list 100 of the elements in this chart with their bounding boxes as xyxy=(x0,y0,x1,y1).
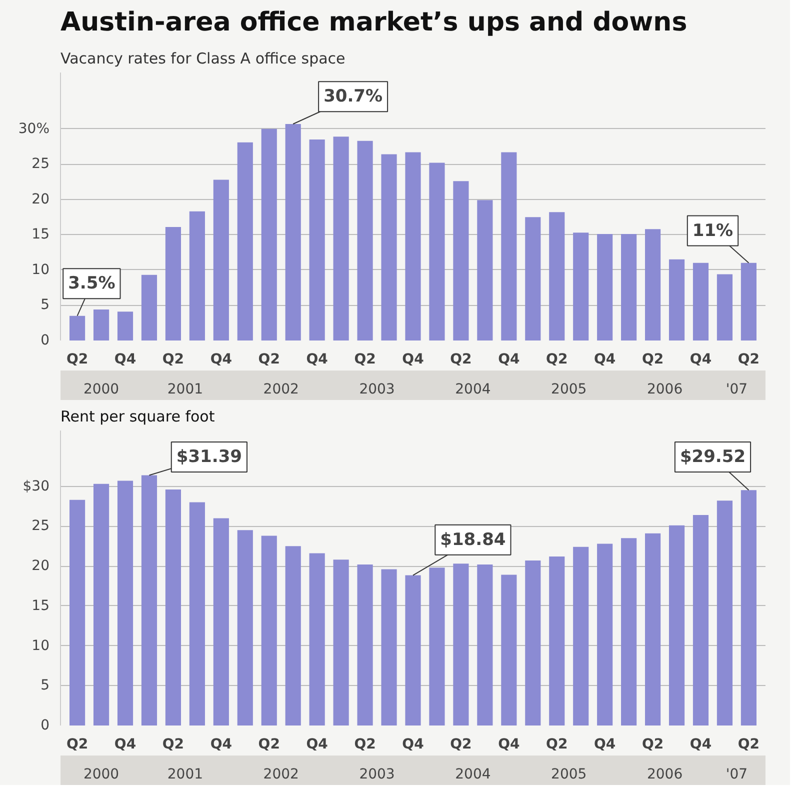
data-label: 30.7% xyxy=(324,86,383,107)
bar xyxy=(213,518,229,726)
data-label: $31.39 xyxy=(176,447,242,468)
bar xyxy=(93,484,110,726)
data-label: $18.84 xyxy=(440,530,506,550)
y-tick-label: 5 xyxy=(40,297,50,314)
x-tick-label: Q2 xyxy=(66,352,88,368)
bar xyxy=(381,154,397,340)
y-tick-label: 20 xyxy=(32,558,50,574)
text: 2004 xyxy=(455,382,491,398)
text: 2002 xyxy=(263,766,299,782)
bar xyxy=(501,152,517,340)
bar xyxy=(117,312,134,340)
data-label: $29.52 xyxy=(680,447,746,468)
x-tick-label: Q4 xyxy=(210,736,232,752)
bar xyxy=(165,490,181,726)
bar xyxy=(141,475,158,726)
x-tick-label: Q2 xyxy=(354,352,376,368)
bar xyxy=(405,152,421,340)
x-tick-label: Q4 xyxy=(690,352,712,368)
text: 2005 xyxy=(551,382,587,398)
y-tick-label: 20 xyxy=(32,191,50,208)
x-tick-label: Q4 xyxy=(498,736,520,752)
x-tick-label: Q2 xyxy=(258,736,280,752)
bar xyxy=(477,200,493,340)
text: 2004 xyxy=(455,766,491,782)
x-tick-label: Q2 xyxy=(450,352,472,368)
bar xyxy=(740,490,757,726)
bar xyxy=(549,556,565,726)
x-tick-label: Q2 xyxy=(354,736,376,752)
bar xyxy=(692,262,709,340)
bar xyxy=(333,560,349,726)
x-tick-label: Q4 xyxy=(402,736,424,752)
x-tick-label: Q4 xyxy=(114,352,136,368)
bar xyxy=(117,480,134,726)
bar xyxy=(189,211,205,340)
bar xyxy=(237,142,253,340)
y-tick-label: 5 xyxy=(40,678,50,694)
x-tick-label: Q4 xyxy=(402,352,424,368)
bar xyxy=(501,574,517,726)
y-tick-label: $30 xyxy=(22,478,50,494)
x-tick-label: Q2 xyxy=(738,736,760,752)
bar xyxy=(333,136,349,340)
x-tick-label: Q2 xyxy=(642,736,664,752)
bar xyxy=(93,309,110,340)
bar xyxy=(668,259,685,340)
x-tick-label: Q4 xyxy=(594,352,616,368)
x-tick-label: Q2 xyxy=(546,736,568,752)
text: 2006 xyxy=(646,382,683,398)
x-tick-label: Q4 xyxy=(498,352,520,368)
bar xyxy=(261,536,277,726)
text: 2001 xyxy=(167,382,204,398)
x-tick-label: Q2 xyxy=(546,352,568,368)
y-tick-label: 25 xyxy=(32,518,50,534)
text: 2002 xyxy=(263,382,299,398)
bar xyxy=(597,544,613,726)
y-tick-label: 30% xyxy=(18,120,50,137)
x-tick-label: Q2 xyxy=(738,352,760,368)
bar xyxy=(549,212,565,340)
text: 2001 xyxy=(167,766,204,782)
bar xyxy=(429,162,445,340)
bar xyxy=(525,560,541,726)
bar xyxy=(165,226,181,340)
bar xyxy=(309,140,325,340)
bar xyxy=(261,128,277,340)
bar xyxy=(621,234,637,340)
text: 2000 xyxy=(83,382,120,398)
bar xyxy=(716,500,733,726)
bar xyxy=(237,530,253,726)
chart-subtitle: Vacancy rates for Class A office space xyxy=(60,50,346,68)
text: '07 xyxy=(726,382,748,398)
bar xyxy=(357,140,373,340)
bar xyxy=(477,564,493,726)
bar xyxy=(621,538,637,726)
bar xyxy=(740,262,757,340)
text: 2005 xyxy=(551,766,587,782)
bar xyxy=(189,502,205,726)
bar xyxy=(525,217,541,340)
x-tick-label: Q2 xyxy=(450,736,472,752)
y-tick-label: 15 xyxy=(32,226,50,243)
x-tick-label: Q2 xyxy=(66,736,88,752)
bar xyxy=(429,568,445,726)
text: 2000 xyxy=(83,766,120,782)
bar xyxy=(573,232,589,340)
chart-title: Rent per square foot xyxy=(60,408,215,426)
bar xyxy=(692,515,709,726)
bar xyxy=(213,180,229,340)
x-tick-label: Q4 xyxy=(690,736,712,752)
chart-title: Austin-area office market’s ups and downs xyxy=(60,8,688,38)
bar xyxy=(357,564,373,726)
y-tick-label: 25 xyxy=(32,156,50,172)
bar xyxy=(645,229,661,340)
bar xyxy=(381,569,397,726)
bar xyxy=(453,181,469,340)
bar xyxy=(69,500,86,726)
x-tick-label: Q2 xyxy=(162,736,184,752)
bar xyxy=(573,546,589,726)
x-tick-label: Q2 xyxy=(162,352,184,368)
text: 2003 xyxy=(359,766,395,782)
x-tick-label: Q2 xyxy=(642,352,664,368)
